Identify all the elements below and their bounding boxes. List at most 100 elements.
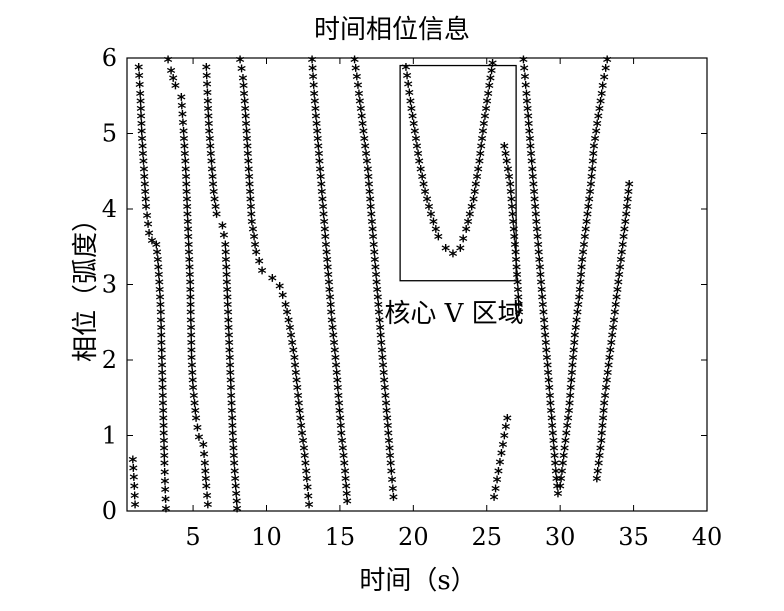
data-point: * [362,155,371,175]
data-point: * [414,147,423,167]
data-point: * [223,283,232,303]
data-point: * [601,389,610,409]
data-point: * [514,283,523,303]
data-point: * [287,328,296,348]
data-point: * [588,155,597,175]
data-point: * [545,381,554,401]
data-point: * [459,232,468,252]
data-point: * [501,420,510,440]
data-point: * [142,200,151,220]
data-point: * [187,336,196,356]
data-point: * [530,185,539,205]
data-point: * [418,170,427,190]
data-point: * [222,276,231,296]
data-point: * [350,53,359,73]
data-point: * [160,442,169,462]
data-point: * [536,268,545,288]
data-point: * [226,359,235,379]
data-point: * [597,87,606,107]
data-point: * [309,78,318,98]
data-point: * [406,94,415,114]
data-point: * [244,162,253,182]
data-point: * [485,79,494,99]
data-point: * [135,78,144,98]
data-point: * [587,170,596,190]
data-point: * [576,276,585,296]
data-point: * [521,78,530,98]
data-point: * [540,313,549,333]
data-point: * [218,219,227,239]
data-point: * [186,298,195,318]
data-point: * [203,498,212,518]
data-point: * [519,53,528,73]
data-point: * [385,434,394,454]
data-point: * [184,230,193,250]
data-point: * [247,208,256,228]
data-point: * [329,328,338,348]
data-point: * [462,223,471,243]
data-point: * [413,140,422,160]
data-point: * [320,223,329,243]
data-point: * [138,140,147,160]
data-point: * [586,185,595,205]
data-point: * [365,177,374,197]
data-point: * [565,396,574,416]
data-point: * [314,147,323,167]
y-axis: 0 1 2 3 4 5 6 [102,44,707,525]
data-point: * [236,53,245,73]
data-point: * [330,336,339,356]
data-point: * [411,132,420,152]
data-point: * [209,185,218,205]
data-point: * [299,434,308,454]
data-point: * [577,260,586,280]
data-point: * [160,466,169,486]
data-point: * [366,200,375,220]
data-point: * [326,298,335,318]
data-point: * [338,442,347,462]
data-point: * [375,306,384,326]
data-point: * [528,170,537,190]
data-point: * [325,283,334,303]
data-point: * [370,245,379,265]
data-point: * [227,389,236,409]
data-point: * [169,72,178,92]
data-point: * [575,283,584,303]
data-point: * [367,215,376,235]
data-point: * [160,474,169,494]
data-point: * [239,79,248,99]
data-point: * [205,125,214,145]
data-point: * [268,272,277,292]
data-point: * [525,125,534,145]
data-point: * [248,223,257,243]
data-point: * [291,366,300,386]
data-point: * [581,223,590,243]
data-point: * [184,223,193,243]
data-point: * [471,177,480,197]
data-point: * [321,230,330,250]
data-point: * [157,321,166,341]
data-point: * [616,260,625,280]
data-point: * [351,61,360,81]
data-point: * [308,53,317,73]
data-point: * [365,185,374,205]
data-point: * [343,494,352,514]
data-point: * [553,479,562,499]
data-point: * [243,147,252,167]
data-point: * [594,109,603,129]
data-point: * [484,87,493,107]
data-point: * [224,321,233,341]
data-point: * [520,70,529,90]
data-point: * [182,177,191,197]
data-point: * [623,200,632,220]
data-point: * [599,411,608,431]
data-point: * [367,208,376,228]
data-point: * [505,170,514,190]
data-point: * [449,247,458,267]
data-point: * [161,483,170,503]
data-point: * [204,117,213,137]
data-point: * [144,218,153,238]
data-point: * [326,291,335,311]
data-point: * [157,313,166,333]
data-point: * [503,411,512,431]
data-point: * [534,238,543,258]
